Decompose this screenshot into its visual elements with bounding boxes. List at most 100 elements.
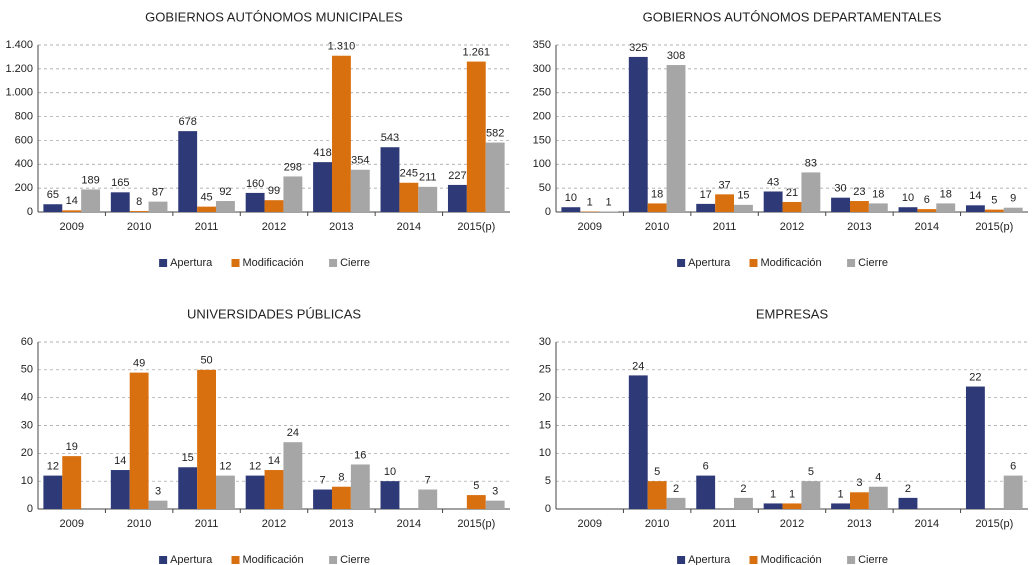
- bar: [447, 184, 467, 212]
- x-tick-label: 2010: [127, 221, 151, 233]
- data-label: 308: [667, 50, 685, 62]
- bar: [849, 492, 869, 509]
- data-label: 37: [718, 179, 730, 191]
- chart-title: EMPRESAS: [756, 306, 829, 321]
- legend-label: Modificación: [243, 257, 304, 269]
- x-tick-label: 2009: [577, 518, 601, 530]
- x-tick-label: 2013: [329, 221, 353, 233]
- x-tick-label: 2009: [59, 518, 83, 530]
- data-label: 7: [425, 474, 431, 486]
- y-tick-label: 1.200: [5, 63, 33, 75]
- bar: [331, 486, 351, 509]
- bar: [561, 207, 581, 212]
- x-tick-label: 2012: [262, 518, 286, 530]
- bar: [178, 131, 198, 212]
- bar: [485, 142, 505, 212]
- data-label: 14: [66, 195, 78, 207]
- legend-swatch: [159, 259, 168, 267]
- bar: [898, 207, 918, 212]
- legend-swatch: [749, 259, 758, 267]
- chart-title: GOBIERNOS AUTÓNOMOS MUNICIPALES: [145, 9, 403, 24]
- data-label: 6: [703, 461, 709, 473]
- data-label: 24: [632, 360, 644, 372]
- x-tick-label: 2013: [847, 221, 871, 233]
- bar: [734, 497, 753, 509]
- y-tick-label: 400: [15, 158, 33, 170]
- data-label: 3: [492, 486, 498, 498]
- y-tick-label: 0: [545, 206, 551, 218]
- legend-label: Cierre: [340, 257, 370, 269]
- data-label: 325: [629, 42, 647, 54]
- data-label: 14: [969, 190, 981, 202]
- legend-swatch: [329, 259, 338, 267]
- bar: [264, 200, 284, 212]
- x-tick-label: 2015(p): [975, 518, 1013, 530]
- bar: [831, 197, 850, 212]
- x-tick-label: 2012: [262, 221, 286, 233]
- y-tick-label: 1.400: [5, 39, 33, 51]
- data-label: 678: [179, 116, 197, 128]
- bar: [466, 495, 486, 509]
- data-label: 45: [200, 192, 212, 204]
- y-tick-label: 800: [15, 110, 33, 122]
- bar: [715, 194, 735, 212]
- data-label: 5: [991, 195, 997, 207]
- x-tick-label: 2010: [127, 518, 151, 530]
- y-tick-label: 0: [27, 206, 33, 218]
- data-label: 5: [808, 466, 814, 478]
- data-label: 49: [133, 358, 145, 370]
- data-label: 1.261: [463, 46, 491, 58]
- data-label: 14: [268, 455, 280, 467]
- data-label: 15: [737, 190, 749, 202]
- bar: [245, 475, 265, 509]
- bar: [734, 204, 753, 212]
- bar: [868, 203, 888, 212]
- data-label: 10: [384, 466, 396, 478]
- bar: [485, 500, 505, 509]
- y-tick-label: 250: [533, 87, 551, 99]
- data-label: 12: [219, 461, 231, 473]
- y-tick-label: 10: [21, 475, 33, 487]
- chart-panel: UNIVERSIDADES PÚBLICAS 0 10 20 30 40 50 60 2009 2…: [21, 306, 510, 565]
- bar: [647, 203, 667, 212]
- data-label: 10: [902, 192, 914, 204]
- y-tick-label: 600: [15, 134, 33, 146]
- y-tick-label: 40: [21, 392, 33, 404]
- bar: [62, 210, 82, 212]
- data-label: 99: [268, 185, 280, 197]
- data-label: 10: [565, 192, 577, 204]
- data-label: 8: [136, 196, 142, 208]
- bar: [418, 489, 438, 509]
- legend-label: Cierre: [858, 257, 888, 269]
- data-label: 18: [940, 188, 952, 200]
- chart-title: UNIVERSIDADES PÚBLICAS: [187, 306, 361, 321]
- x-tick-label: 2011: [713, 518, 737, 530]
- chart-panel: GOBIERNOS AUTÓNOMOS DEPARTAMENTALES 0 50 10…: [533, 9, 1028, 269]
- bar: [801, 481, 821, 509]
- bar: [831, 503, 850, 509]
- bar: [984, 209, 1004, 212]
- bar: [965, 205, 985, 212]
- data-label: 92: [219, 186, 231, 198]
- data-label: 2: [740, 483, 746, 495]
- data-label: 30: [834, 183, 846, 195]
- y-tick-label: 350: [533, 39, 551, 51]
- data-label: 6: [924, 194, 930, 206]
- x-tick-label: 2015(p): [457, 221, 495, 233]
- data-label: 18: [872, 188, 884, 200]
- data-label: 4: [875, 472, 881, 484]
- bar: [898, 497, 918, 509]
- data-label: 8: [338, 472, 344, 484]
- bar: [197, 369, 217, 509]
- data-label: 1: [770, 488, 776, 500]
- data-label: 22: [969, 371, 981, 383]
- x-tick-label: 2013: [847, 518, 871, 530]
- bar: [965, 386, 985, 509]
- x-tick-label: 2010: [645, 221, 669, 233]
- data-label: 1: [789, 488, 795, 500]
- data-label: 6: [1010, 461, 1016, 473]
- legend-label: Apertura: [688, 257, 731, 269]
- y-tick-label: 20: [21, 447, 33, 459]
- bar: [313, 162, 332, 212]
